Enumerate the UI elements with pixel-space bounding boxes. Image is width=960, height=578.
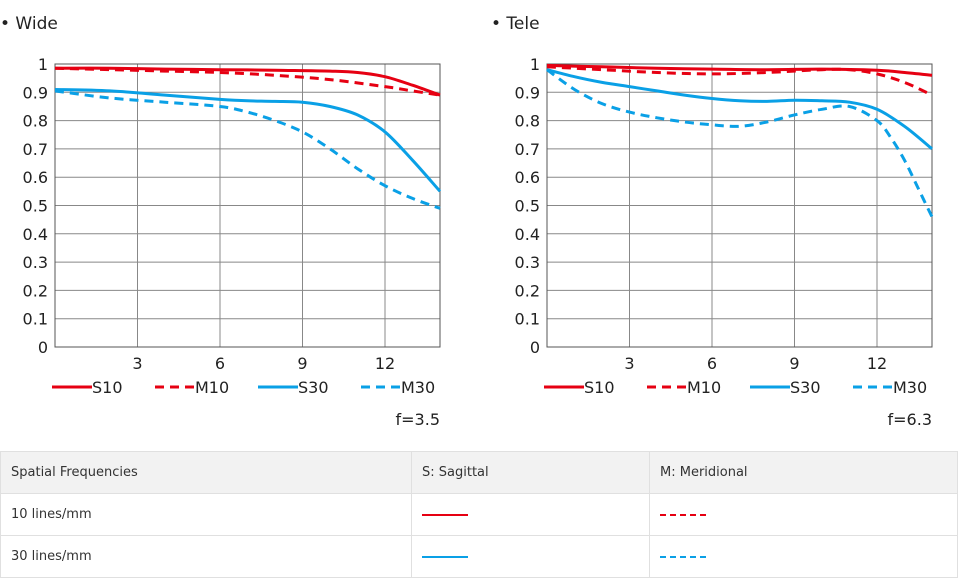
table-row: 30 lines/mm	[0, 535, 958, 578]
y-tick-label: 0.4	[515, 225, 540, 244]
y-tick-label: 0.5	[515, 197, 540, 216]
series-line-m10	[546, 65, 933, 97]
y-tick-label: 0.4	[23, 225, 48, 244]
y-tick-label: 0.2	[23, 281, 48, 300]
y-tick-label: 0.6	[515, 168, 540, 187]
table-header-row: Spatial Frequencies S: Sagittal M: Merid…	[0, 451, 958, 494]
x-tick-label: 3	[132, 354, 142, 373]
aperture-label: f=3.5	[396, 410, 440, 429]
meridional-10-swatch-cell	[649, 493, 958, 536]
plot-frame	[546, 63, 933, 348]
series-line-s10	[54, 66, 441, 97]
series-line-s30	[546, 68, 933, 151]
legend-label-m30: M30	[401, 378, 435, 397]
y-tick-label: 1	[530, 55, 540, 74]
y-tick-label: 0.8	[515, 112, 540, 131]
sagittal-10-swatch-cell	[411, 493, 650, 536]
meridional-30-swatch-cell	[649, 535, 958, 578]
table-row-label: 30 lines/mm	[0, 535, 412, 578]
y-tick-label: 0.9	[515, 83, 540, 102]
series-line-m30	[546, 68, 934, 218]
y-tick-label: 1	[38, 55, 48, 74]
table-header-sagittal: S: Sagittal	[411, 451, 650, 494]
y-tick-label: 0.9	[23, 83, 48, 102]
y-tick-label: 0.5	[23, 197, 48, 216]
legend-label-s30: S30	[298, 378, 329, 397]
y-tick-label: 0.1	[23, 310, 48, 329]
aperture-label: f=6.3	[888, 410, 932, 429]
chart-0: • Wide 0 0.1 0.2 0.3 0.4 0.5 0.6 0.7 0.8 0.9 1 3 6 9 12…	[0, 14, 442, 429]
y-tick-label: 0.1	[515, 310, 540, 329]
y-tick-label: 0.6	[23, 168, 48, 187]
x-tick-label: 12	[375, 354, 395, 373]
legend-label-m30: M30	[893, 378, 927, 397]
table-header-meridional: M: Meridional	[649, 451, 958, 494]
sagittal-30-swatch-cell	[411, 535, 650, 578]
dashed-blue-line-swatch	[660, 555, 706, 558]
mtf-charts: • Wide 0 0.1 0.2 0.3 0.4 0.5 0.6 0.7 0.8 0.9 1 3 6 9 12…	[0, 14, 934, 429]
solid-red-line-swatch	[422, 513, 468, 516]
chart-1: • Tele 0 0.1 0.2 0.3 0.4 0.5 0.6 0.7 0.8 0.9 1 3 6 9 12…	[491, 14, 934, 429]
y-tick-label: 0.2	[515, 281, 540, 300]
table-row: 10 lines/mm	[0, 493, 958, 536]
x-tick-label: 6	[215, 354, 225, 373]
legend-label-m10: M10	[195, 378, 229, 397]
y-tick-label: 0.7	[515, 140, 540, 159]
y-tick-label: 0.7	[23, 140, 48, 159]
spatial-frequency-table: Spatial Frequencies S: Sagittal M: Merid…	[0, 451, 958, 578]
x-tick-label: 9	[789, 354, 799, 373]
x-tick-label: 12	[867, 354, 887, 373]
series-line-s30	[54, 88, 442, 193]
plot-frame	[54, 63, 441, 348]
table-header-spatial-frequencies: Spatial Frequencies	[0, 451, 412, 494]
y-tick-label: 0.3	[23, 253, 48, 272]
y-tick-label: 0	[530, 338, 540, 357]
legend-label-s10: S10	[584, 378, 615, 397]
y-tick-label: 0	[38, 338, 48, 357]
dashed-red-line-swatch	[660, 513, 706, 516]
legend-label-s30: S30	[790, 378, 821, 397]
chart-title: • Tele	[491, 14, 540, 34]
series-line-m10	[54, 66, 441, 97]
series-line-s10	[546, 63, 933, 77]
series-line-m30	[54, 89, 441, 210]
y-tick-label: 0.8	[23, 112, 48, 131]
x-tick-label: 6	[707, 354, 717, 373]
x-tick-label: 3	[624, 354, 634, 373]
y-tick-label: 0.3	[515, 253, 540, 272]
legend-label-m10: M10	[687, 378, 721, 397]
legend-label-s10: S10	[92, 378, 123, 397]
table-row-label: 10 lines/mm	[0, 493, 412, 536]
solid-blue-line-swatch	[422, 555, 468, 558]
x-tick-label: 9	[297, 354, 307, 373]
chart-title: • Wide	[0, 14, 58, 34]
